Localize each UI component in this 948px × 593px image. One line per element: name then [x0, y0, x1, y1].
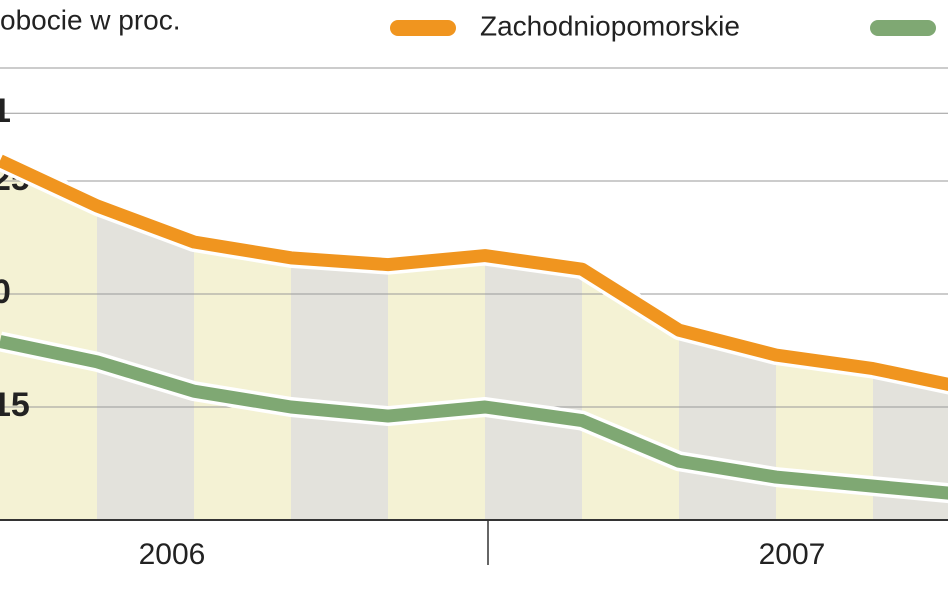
- y-tick-label: 0: [0, 273, 11, 311]
- lines: [0, 151, 948, 504]
- y-tick-label: 1: [0, 92, 11, 130]
- series-line: [0, 154, 948, 391]
- year-label: 2007: [759, 538, 826, 571]
- legend: Zachodniopomorskie: [390, 10, 936, 41]
- legend-label: Zachodniopomorskie: [480, 10, 740, 41]
- year-label: 2006: [139, 538, 206, 571]
- series-line: [0, 335, 948, 500]
- chart-title: obocie w proc.: [0, 4, 181, 35]
- y-tick-label: 15: [0, 386, 30, 424]
